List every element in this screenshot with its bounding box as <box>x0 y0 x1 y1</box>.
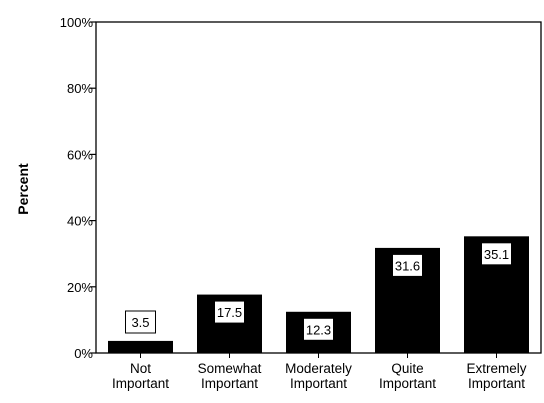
bar <box>108 340 173 354</box>
x-category-label-line: Important <box>112 376 169 391</box>
x-category-label-line: Important <box>468 376 525 391</box>
x-category-label-line: Not <box>130 361 151 376</box>
y-tick-label: 40% <box>67 214 93 229</box>
x-category-label-line: Important <box>290 376 347 391</box>
x-category-label-line: Moderately <box>285 361 352 376</box>
data-label-box <box>303 317 334 341</box>
data-label: 31.6 <box>395 258 420 273</box>
data-labels: 3.5 17.5 12.3 31.6 35.1 <box>125 242 512 341</box>
x-category-label: Moderately Important <box>285 361 352 391</box>
y-tick-label: 0% <box>74 346 93 361</box>
y-tick-label: 80% <box>67 81 93 96</box>
x-category-label-line: Extremely <box>466 361 526 376</box>
x-category-label: Extremely Important <box>466 361 526 391</box>
y-tick-label: 20% <box>67 280 93 295</box>
data-label: 3.5 <box>131 315 149 330</box>
y-axis-label: Percent <box>15 163 31 215</box>
data-label-box <box>481 242 512 266</box>
x-category-label: Somewhat Important <box>198 361 262 391</box>
data-label: 17.5 <box>217 305 242 320</box>
x-category-label-line: Somewhat <box>198 361 262 376</box>
x-category-label: Quite Important <box>379 361 436 391</box>
data-label-box <box>125 310 156 334</box>
x-category-label: Not Important <box>112 361 169 391</box>
x-category-label-line: Important <box>379 376 436 391</box>
x-category-label-line: Important <box>201 376 258 391</box>
y-tick-label: 60% <box>67 147 93 162</box>
data-label-box <box>214 300 245 324</box>
data-label: 12.3 <box>306 322 331 337</box>
y-tick-label: 100% <box>60 15 94 30</box>
data-label: 35.1 <box>484 247 509 262</box>
x-category-label-line: Quite <box>391 361 423 376</box>
data-label-box <box>392 253 423 277</box>
bars <box>108 236 529 354</box>
